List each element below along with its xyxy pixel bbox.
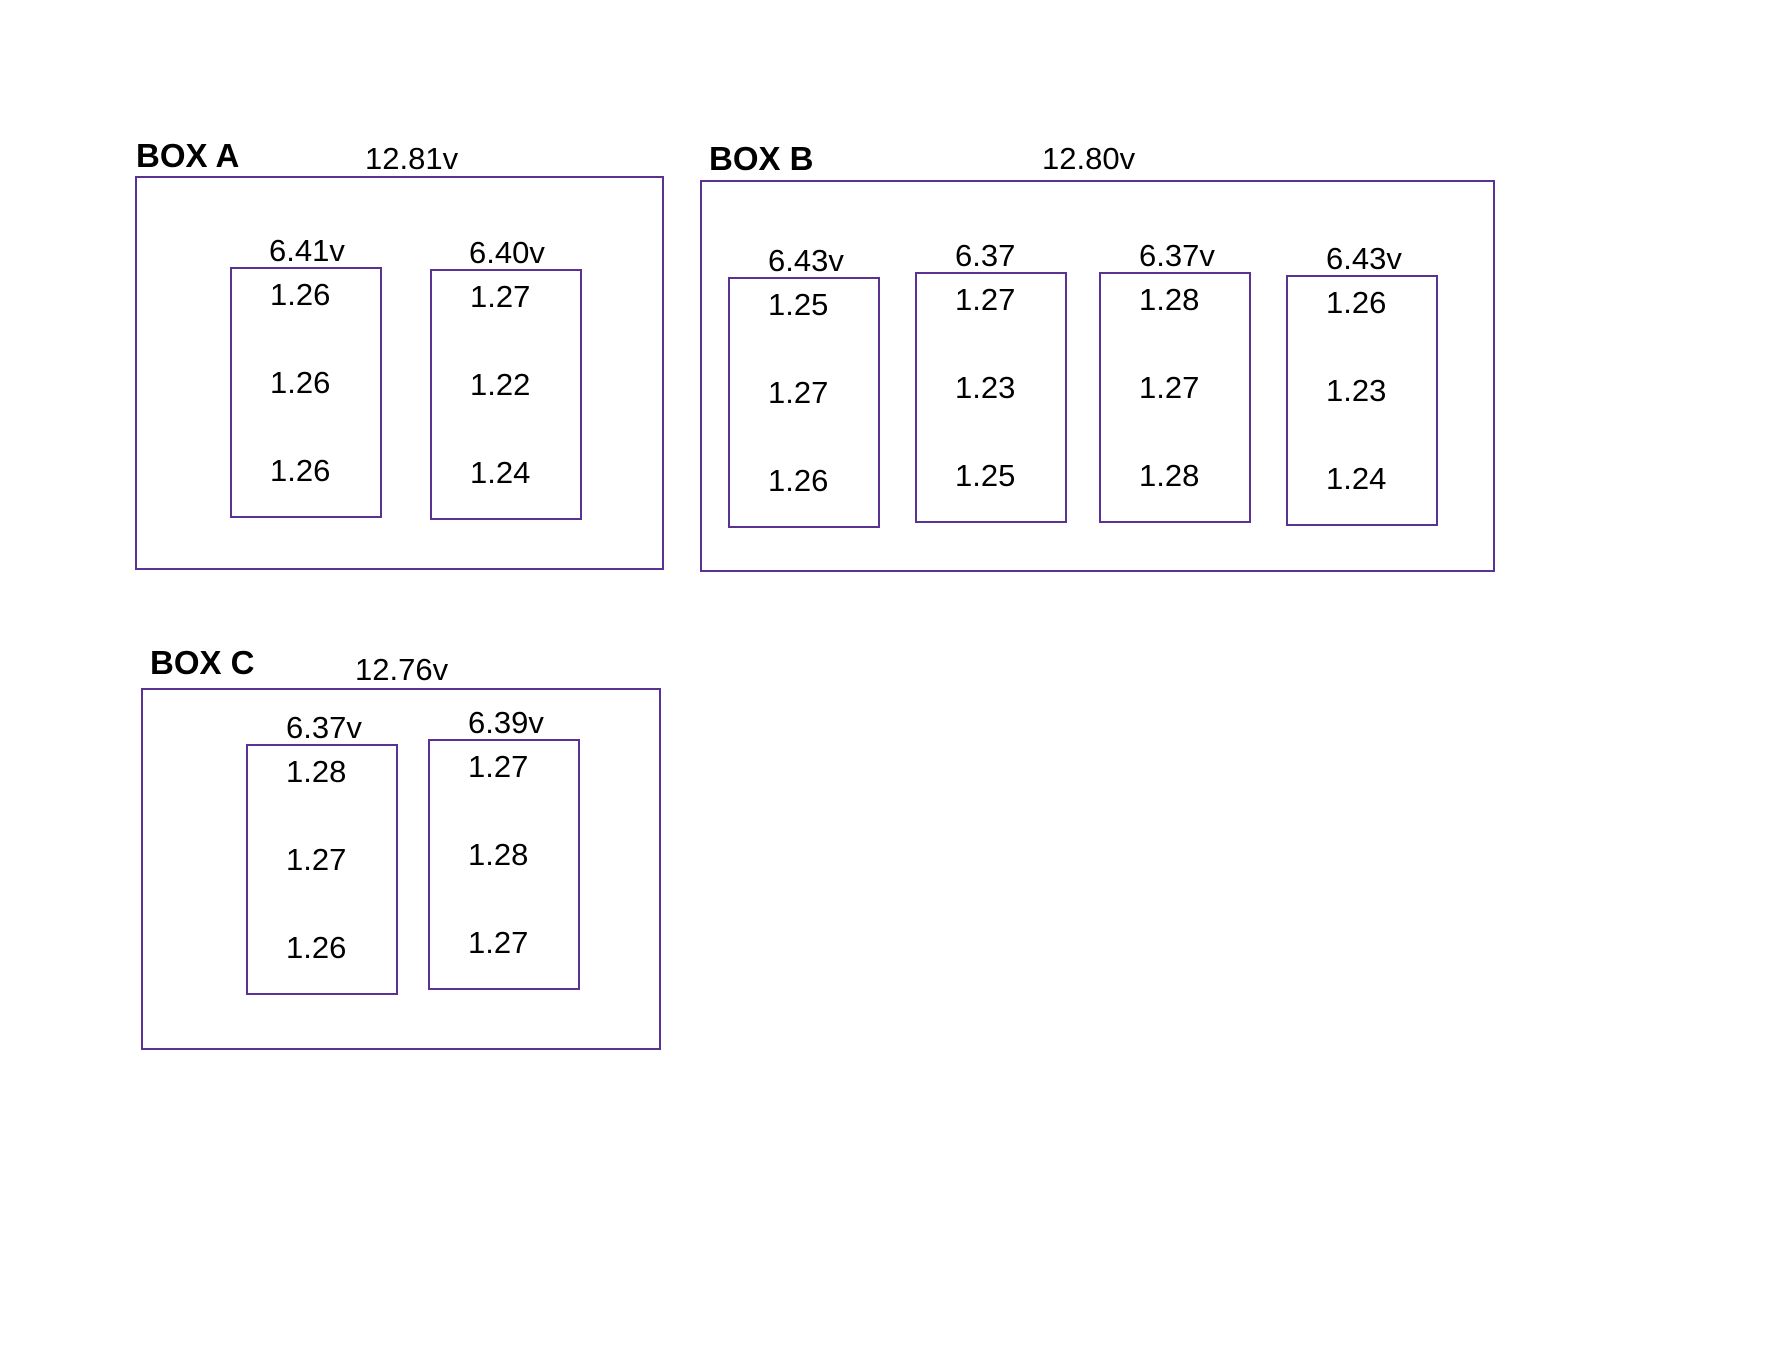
box-a-pack-2: 1.27 1.22 1.24 — [430, 269, 582, 520]
cell-voltage: 1.26 — [270, 453, 331, 488]
cell-voltage: 1.27 — [768, 375, 829, 410]
cell-voltage: 1.27 — [286, 842, 347, 877]
box-b-pack-1-voltage: 6.43v — [768, 243, 844, 278]
box-a-pack-2-voltage: 6.40v — [469, 235, 545, 270]
cell-voltage: 1.24 — [1326, 461, 1387, 496]
cell-voltage: 1.27 — [470, 279, 531, 314]
box-c-pack-1: 1.28 1.27 1.26 — [246, 744, 398, 995]
box-c-title: BOX C — [150, 644, 255, 681]
cell-voltage: 1.25 — [955, 458, 1016, 493]
cell-voltage: 1.28 — [468, 837, 529, 872]
cell-voltage: 1.28 — [1139, 458, 1200, 493]
box-b-frame — [700, 180, 1495, 572]
box-b-voltage: 12.80v — [1042, 141, 1136, 176]
cell-voltage: 1.26 — [768, 463, 829, 498]
box-c-pack-2: 1.27 1.28 1.27 — [428, 739, 580, 990]
box-a-pack-1-voltage: 6.41v — [269, 233, 345, 268]
cell-voltage: 1.24 — [470, 455, 531, 490]
box-b-pack-1: 1.25 1.27 1.26 — [728, 277, 880, 528]
cell-voltage: 1.28 — [1139, 282, 1200, 317]
cell-voltage: 1.28 — [286, 754, 347, 789]
box-a-frame — [135, 176, 664, 570]
box-b-pack-2: 1.27 1.23 1.25 — [915, 272, 1067, 523]
box-a-pack-1: 1.26 1.26 1.26 — [230, 267, 382, 518]
box-b-title: BOX B — [709, 140, 814, 177]
box-b-pack-3: 1.28 1.27 1.28 — [1099, 272, 1251, 523]
box-c-frame — [141, 688, 661, 1050]
cell-voltage: 1.26 — [270, 277, 331, 312]
box-a-voltage: 12.81v — [365, 141, 459, 176]
box-c-voltage: 12.76v — [355, 652, 449, 687]
cell-voltage: 1.27 — [468, 749, 529, 784]
cell-voltage: 1.27 — [1139, 370, 1200, 405]
box-c-pack-1-voltage: 6.37v — [286, 710, 362, 745]
cell-voltage: 1.25 — [768, 287, 829, 322]
cell-voltage: 1.26 — [270, 365, 331, 400]
cell-voltage: 1.22 — [470, 367, 531, 402]
box-b-pack-2-voltage: 6.37 — [955, 238, 1016, 273]
cell-voltage: 1.26 — [286, 930, 347, 965]
box-b-pack-4-voltage: 6.43v — [1326, 241, 1402, 276]
box-c-pack-2-voltage: 6.39v — [468, 705, 544, 740]
box-b-pack-4: 1.26 1.23 1.24 — [1286, 275, 1438, 526]
cell-voltage: 1.23 — [955, 370, 1016, 405]
box-b-pack-3-voltage: 6.37v — [1139, 238, 1215, 273]
box-a-title: BOX A — [136, 137, 240, 174]
cell-voltage: 1.26 — [1326, 285, 1387, 320]
cell-voltage: 1.27 — [468, 925, 529, 960]
cell-voltage: 1.23 — [1326, 373, 1387, 408]
cell-voltage: 1.27 — [955, 282, 1016, 317]
